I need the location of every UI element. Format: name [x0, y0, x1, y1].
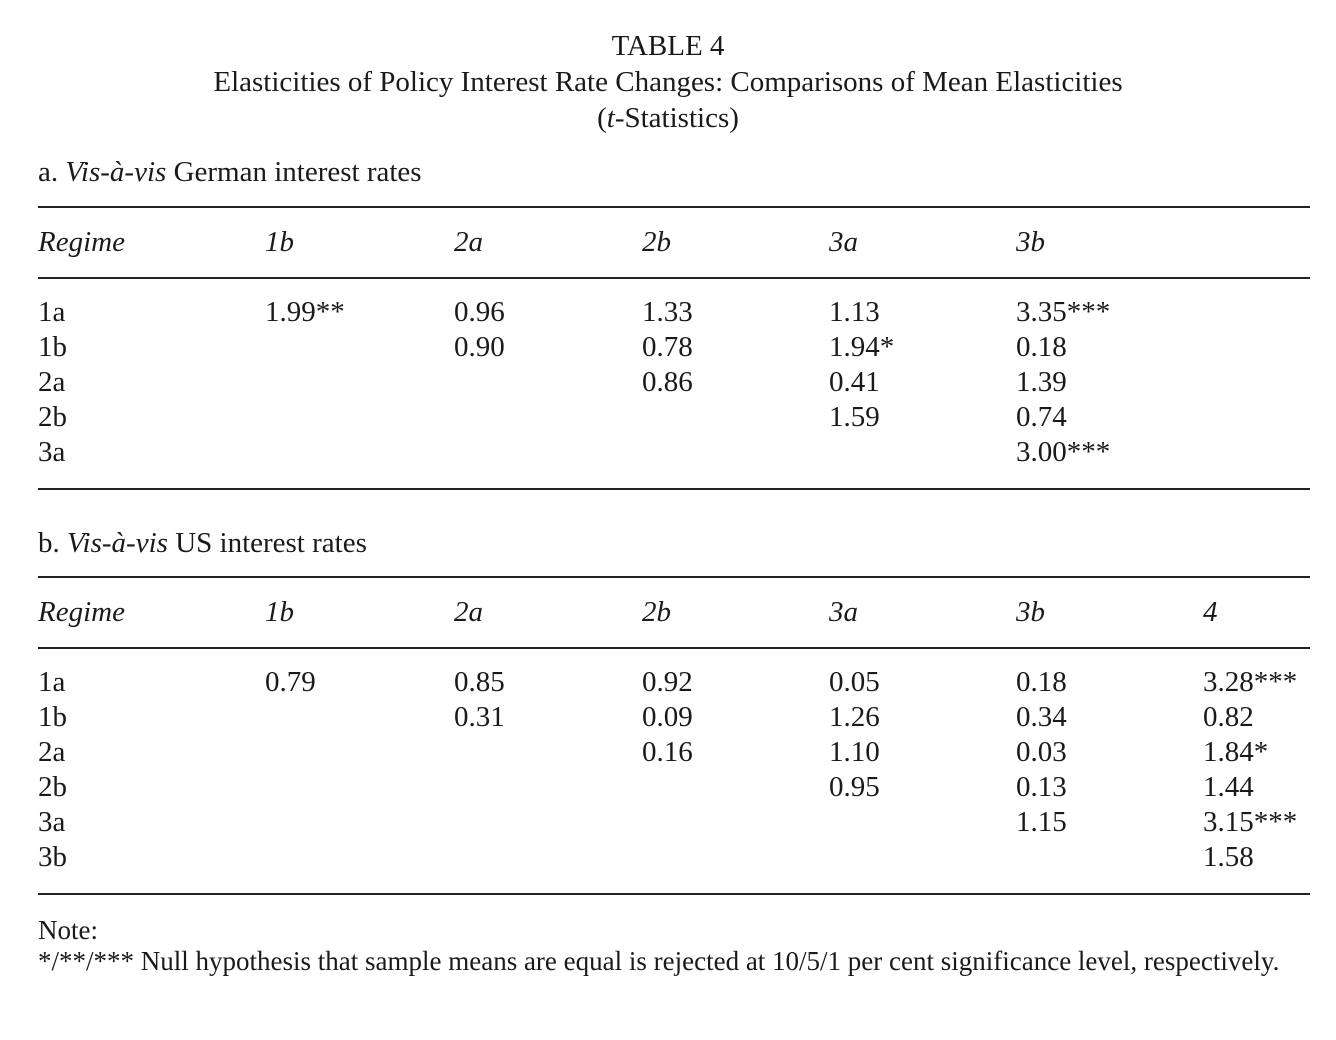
- table-cell: 0.31: [454, 701, 505, 733]
- table-cell: 0.90: [454, 331, 505, 363]
- table-cell: 1.44: [1203, 771, 1254, 803]
- table-cell: 1.39: [1016, 366, 1067, 398]
- table-cell: 0.86: [642, 366, 693, 398]
- table-cell: 0.79: [265, 666, 316, 698]
- table-cell: 1.84*: [1203, 736, 1269, 768]
- table-cell: 0.09: [642, 701, 693, 733]
- row-label: 1a: [38, 296, 66, 328]
- subtitle-italic: t: [606, 102, 615, 134]
- table-cell: 0.18: [1016, 666, 1067, 698]
- table-cell: 0.82: [1203, 701, 1254, 733]
- column-header-3a: 3a: [829, 226, 858, 258]
- subtitle-rest: -Statistics): [614, 102, 739, 134]
- panel-b-header-rule: [38, 647, 1310, 649]
- column-header-2b: 2b: [642, 596, 671, 628]
- table-cell: 1.10: [829, 736, 880, 768]
- table-cell: 1.33: [642, 296, 693, 328]
- panel-b-prefix: b.: [38, 527, 67, 559]
- row-label: 3a: [38, 436, 66, 468]
- table-cell: 0.96: [454, 296, 505, 328]
- row-label: 3b: [38, 841, 67, 873]
- table-cell: 0.03: [1016, 736, 1067, 768]
- column-header-3b: 3b: [1016, 596, 1045, 628]
- column-header-regime: Regime: [38, 226, 125, 258]
- table-cell: 1.58: [1203, 841, 1254, 873]
- row-label: 2b: [38, 771, 67, 803]
- table-cell: 3.00***: [1016, 436, 1111, 468]
- table-cell: 1.15: [1016, 806, 1067, 838]
- panel-a-prefix: a.: [38, 156, 66, 188]
- column-header-2a: 2a: [454, 226, 483, 258]
- column-header-2a: 2a: [454, 596, 483, 628]
- table-cell: 0.95: [829, 771, 880, 803]
- column-header-3a: 3a: [829, 596, 858, 628]
- table-cell: 1.59: [829, 401, 880, 433]
- row-label: 2b: [38, 401, 67, 433]
- panel-a-italic: Vis-à-vis: [65, 156, 167, 188]
- table-number: TABLE 4: [611, 30, 725, 62]
- table-subtitle: (t-Statistics): [0, 100, 1336, 136]
- note-text: */**/*** Null hypothesis that sample mea…: [38, 946, 1280, 976]
- note-label: Note:: [38, 915, 98, 945]
- panel-a-suffix: German interest rates: [166, 156, 422, 188]
- column-header-2b: 2b: [642, 226, 671, 258]
- table-cell: 0.34: [1016, 701, 1067, 733]
- table-cell: 0.05: [829, 666, 880, 698]
- table-title: Elasticities of Policy Interest Rate Cha…: [213, 66, 1123, 98]
- table-cell: 0.85: [454, 666, 505, 698]
- table-cell: 3.28***: [1203, 666, 1298, 698]
- panel-a-bottom-rule: [38, 488, 1310, 490]
- table-cell: 3.15***: [1203, 806, 1298, 838]
- panel-a-top-rule: [38, 206, 1310, 208]
- table-cell: 0.16: [642, 736, 693, 768]
- panel-b-label: b. Vis-à-vis US interest rates: [38, 525, 367, 561]
- column-header-3b: 3b: [1016, 226, 1045, 258]
- table-cell: 1.99**: [265, 296, 345, 328]
- row-label: 1b: [38, 331, 67, 363]
- panel-b-suffix: US interest rates: [167, 527, 367, 559]
- table-cell: 0.92: [642, 666, 693, 698]
- column-header-1b: 1b: [265, 596, 294, 628]
- panel-b-italic: Vis-à-vis: [67, 527, 168, 559]
- subtitle-open-paren: (: [597, 102, 607, 134]
- table-cell: 3.35***: [1016, 296, 1111, 328]
- column-header-4: 4: [1203, 596, 1218, 628]
- table-cell: 0.13: [1016, 771, 1067, 803]
- table-cell: 1.94*: [829, 331, 895, 363]
- table-cell: 1.26: [829, 701, 880, 733]
- table-cell: 0.41: [829, 366, 880, 398]
- table-cell: 0.78: [642, 331, 693, 363]
- table-cell: 0.74: [1016, 401, 1067, 433]
- panel-a-header-rule: [38, 277, 1310, 279]
- column-header-1b: 1b: [265, 226, 294, 258]
- panel-a-label: a. Vis-à-vis German interest rates: [38, 154, 422, 190]
- table-cell: 0.18: [1016, 331, 1067, 363]
- row-label: 2a: [38, 736, 66, 768]
- column-header-regime: Regime: [38, 596, 125, 628]
- panel-b-top-rule: [38, 576, 1310, 578]
- row-label: 2a: [38, 366, 66, 398]
- row-label: 1b: [38, 701, 67, 733]
- row-label: 3a: [38, 806, 66, 838]
- row-label: 1a: [38, 666, 66, 698]
- panel-b-bottom-rule: [38, 893, 1310, 895]
- table-cell: 1.13: [829, 296, 880, 328]
